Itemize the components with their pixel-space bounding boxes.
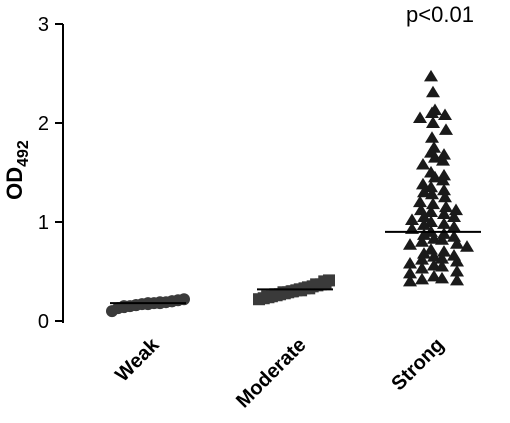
data-point-triangle	[413, 111, 427, 123]
category-label: Moderate	[232, 334, 310, 412]
y-axis-title-subscript: 492	[15, 140, 32, 167]
y-tick-label: 2	[38, 113, 49, 135]
data-point-triangle	[426, 197, 440, 210]
data-point-triangle	[417, 210, 431, 222]
data-point-triangle	[435, 271, 449, 284]
data-point-triangle	[435, 233, 449, 245]
data-point-triangle	[403, 238, 417, 250]
data-point-triangle	[403, 256, 417, 269]
data-point-triangle	[415, 253, 429, 265]
data-point-triangle	[450, 255, 464, 267]
significance-annotation: p<0.01	[406, 2, 474, 27]
data-point-triangle	[439, 123, 453, 135]
data-point-triangle	[460, 240, 474, 252]
data-point-triangle	[416, 177, 430, 190]
data-point-triangle	[403, 266, 417, 279]
data-point-triangle	[426, 85, 440, 98]
data-point-triangle	[415, 261, 429, 274]
data-point-triangle	[450, 264, 464, 277]
data-point-triangle	[426, 116, 440, 128]
y-tick-label: 0	[38, 311, 49, 333]
data-point-square	[323, 274, 335, 287]
data-point-triangle	[438, 190, 452, 203]
data-point-triangle	[417, 185, 431, 198]
data-points	[106, 69, 474, 318]
data-point-triangle	[437, 168, 451, 181]
category-label: Strong	[387, 334, 448, 395]
data-point-triangle	[435, 259, 449, 272]
data-point-triangle	[449, 203, 463, 216]
data-point-triangle	[417, 228, 431, 240]
y-axis-label: OD492	[2, 140, 32, 200]
data-point-triangle	[428, 151, 442, 163]
y-axis-title-main: OD	[2, 167, 27, 200]
data-point-triangle	[424, 180, 438, 193]
data-point-triangle	[447, 210, 461, 222]
data-point-triangle	[437, 148, 451, 160]
data-point-triangle	[416, 157, 430, 170]
data-point-triangle	[437, 207, 451, 220]
data-point-triangle	[438, 108, 452, 121]
data-point-triangle	[450, 273, 464, 286]
data-point-triangle	[424, 205, 438, 218]
data-point-triangle	[403, 274, 417, 287]
data-point-triangle	[427, 250, 441, 262]
data-point-triangle	[427, 269, 441, 282]
data-point-triangle	[436, 154, 450, 166]
data-point-triangle	[425, 187, 439, 200]
category-label: Weak	[111, 333, 164, 386]
data-point-triangle	[450, 237, 464, 249]
y-ticks: 0 1 2 3	[38, 14, 63, 333]
y-tick-label: 1	[38, 212, 49, 234]
data-point-triangle	[435, 252, 449, 264]
data-point-triangle	[417, 218, 431, 230]
data-point-triangle	[415, 272, 429, 285]
category-labels: Weak Moderate Strong	[111, 333, 448, 412]
mean-lines	[110, 230, 481, 305]
y-axis-title: OD492	[2, 140, 32, 200]
data-point-triangle	[437, 245, 451, 257]
data-point-triangle	[447, 220, 461, 232]
data-point-triangle	[425, 131, 439, 143]
y-tick-label: 3	[38, 14, 49, 36]
data-point-triangle	[413, 195, 427, 208]
data-point-triangle	[428, 170, 442, 183]
data-point-triangle	[415, 235, 429, 247]
data-point-triangle	[437, 217, 451, 229]
data-point-triangle	[405, 213, 419, 225]
data-point-triangle	[425, 106, 439, 119]
data-point-triangle	[436, 173, 450, 186]
data-point-triangle	[439, 200, 453, 213]
data-point-triangle	[424, 215, 438, 227]
data-point-triangle	[424, 69, 438, 82]
data-point-triangle	[437, 183, 451, 196]
